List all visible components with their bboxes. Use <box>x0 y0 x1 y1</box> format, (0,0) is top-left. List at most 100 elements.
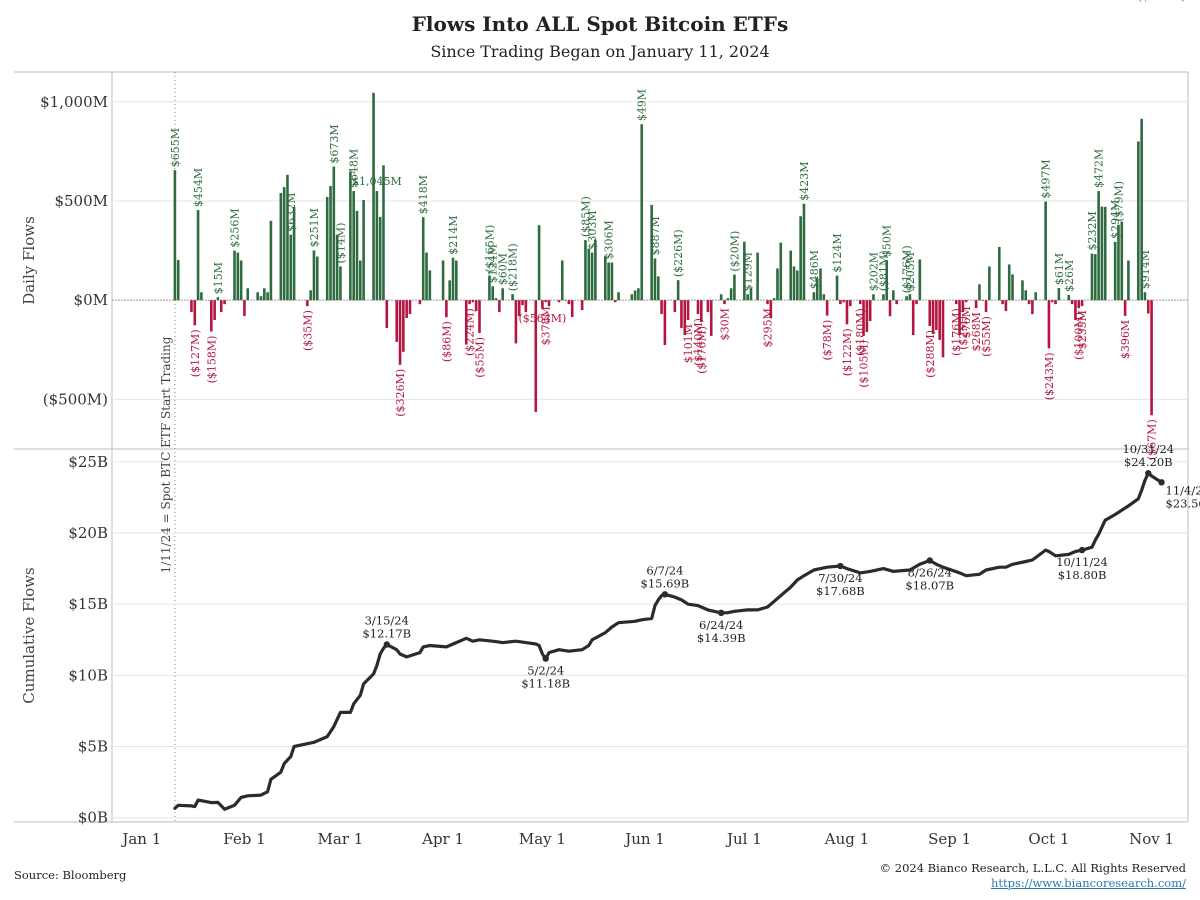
x-tick-label: Mar 1 <box>318 830 364 848</box>
flow-bar <box>1074 300 1077 321</box>
flow-bar <box>1103 206 1107 301</box>
annotation-date: 11/4/24 <box>1166 483 1200 497</box>
annotation-point <box>661 591 669 598</box>
flow-bar <box>749 288 753 301</box>
flow-bar <box>498 300 501 313</box>
flow-bar <box>570 300 574 318</box>
flow-bar <box>428 270 432 301</box>
flow-bar <box>888 300 892 317</box>
flow-bar <box>315 256 319 301</box>
flow-bar <box>1067 295 1071 301</box>
flow-bar <box>958 300 961 336</box>
flow-bar <box>547 300 551 307</box>
bar-data-label: $26M <box>1063 260 1076 292</box>
flow-bar <box>590 252 594 301</box>
y-tick-label: $1,000M <box>40 93 108 111</box>
flow-bar <box>488 275 491 301</box>
bar-data-label: ($158M) <box>205 336 218 384</box>
flow-bar <box>1070 300 1074 305</box>
y-axis-title: Cumulative Flows <box>20 567 38 703</box>
flow-bar <box>630 294 634 301</box>
flow-bar <box>567 300 571 305</box>
flow-bar <box>928 300 932 326</box>
flow-bar <box>931 300 935 334</box>
bar-data-label: $30M <box>718 308 731 340</box>
bar-data-label: ($140M) <box>692 318 705 366</box>
flow-bar <box>988 266 991 301</box>
bar-data-label: ($55M) <box>980 316 993 357</box>
bar-data-label: ($2M) <box>957 316 970 350</box>
flow-bar <box>1140 118 1143 301</box>
flow-bar <box>455 260 458 301</box>
x-tick-label: Aug 1 <box>824 830 869 848</box>
bar-data-label: ($288M) <box>924 330 937 378</box>
flow-bar <box>1090 253 1094 301</box>
flow-bar <box>610 262 614 301</box>
x-tick-label: Feb 1 <box>223 830 265 848</box>
flow-bar <box>686 300 690 321</box>
flow-bar <box>1044 201 1047 301</box>
flow-bar <box>865 300 869 332</box>
bar-data-label: $214M <box>447 215 460 254</box>
flow-bar <box>862 300 865 336</box>
annotation-value: $17.68B <box>816 584 865 598</box>
website-link[interactable]: https://www.biancoresearch.com/ <box>990 876 1186 890</box>
flow-bar <box>1137 141 1140 301</box>
annotation-value: $18.07B <box>905 578 954 592</box>
flow-bar <box>537 225 541 301</box>
flow-bar <box>362 199 365 301</box>
flow-bar <box>1021 280 1024 301</box>
flow-bar <box>468 300 471 305</box>
bar-data-label: $454M <box>192 168 205 207</box>
annotation-date: 6/7/24 <box>646 563 683 577</box>
bar-data-label: ($243M) <box>1043 352 1056 400</box>
flow-bar <box>941 300 945 358</box>
flow-bar <box>802 203 806 301</box>
start-trading-label: 1/11/24 = Spot BTC ETF Start Trading <box>159 336 173 573</box>
bar-data-label: $378M <box>540 306 553 345</box>
flow-bar <box>233 250 236 301</box>
flow-bar <box>799 216 802 301</box>
cumulative-flows-panel: $0B $5B $10B $15B $20B $25B Cumulative Flows 3/… <box>20 442 1200 827</box>
flow-bar <box>908 294 912 301</box>
bar-data-label: ($85M) <box>579 196 592 237</box>
x-tick-label: Sep 1 <box>928 830 971 848</box>
daily-flows-panel: ($500M) $0M $500M $1,000M Daily Flows 1/11/24… <box>20 0 1188 822</box>
flow-bar <box>729 288 733 301</box>
x-tick-label: Oct 1 <box>1028 830 1069 848</box>
flow-bar <box>1050 300 1054 303</box>
annotation-value: $24.20B <box>1124 455 1173 469</box>
flow-bar <box>451 257 455 301</box>
flow-bar <box>633 290 637 301</box>
bar-data-label: $648M <box>348 149 361 188</box>
flow-bar <box>653 258 657 301</box>
bar-data-label: $268M <box>970 312 983 351</box>
flow-bar <box>223 300 226 305</box>
flow-bar <box>190 300 193 313</box>
flow-bar <box>173 170 177 301</box>
flow-bar <box>680 300 683 328</box>
flow-bar <box>815 278 819 301</box>
flow-bar <box>425 252 428 301</box>
x-axis: Jan 1 Feb 1 Mar 1 Apr 1 May 1 Jun 1 Jul 1 Aug 1… <box>120 830 1174 848</box>
annotation-date: 10/31/24 <box>1122 442 1174 456</box>
bar-data-label: $61M <box>1053 253 1066 285</box>
bar-data-label: $50M <box>881 225 894 257</box>
bar-data-label: ($122M) <box>841 328 854 376</box>
flow-bar <box>441 260 445 301</box>
flow-bar <box>905 296 908 301</box>
annotation-date: 3/15/24 <box>365 613 409 627</box>
bar-data-label: ($67M) <box>1146 419 1159 460</box>
flow-bar <box>696 300 700 315</box>
flow-bar <box>723 300 726 305</box>
flow-bar <box>882 294 885 301</box>
flow-bar <box>683 300 687 336</box>
flow-bar <box>637 288 640 301</box>
flow-bar <box>262 288 266 301</box>
bar-data-label: $251M <box>308 208 321 247</box>
bar-data-label: ($176M) <box>695 326 708 374</box>
flow-bar <box>193 300 197 326</box>
copyright-text: © 2024 Bianco Research, L.L.C. All Right… <box>879 861 1186 875</box>
flow-bar <box>259 296 263 301</box>
bar-data-label: $303M <box>586 210 599 249</box>
